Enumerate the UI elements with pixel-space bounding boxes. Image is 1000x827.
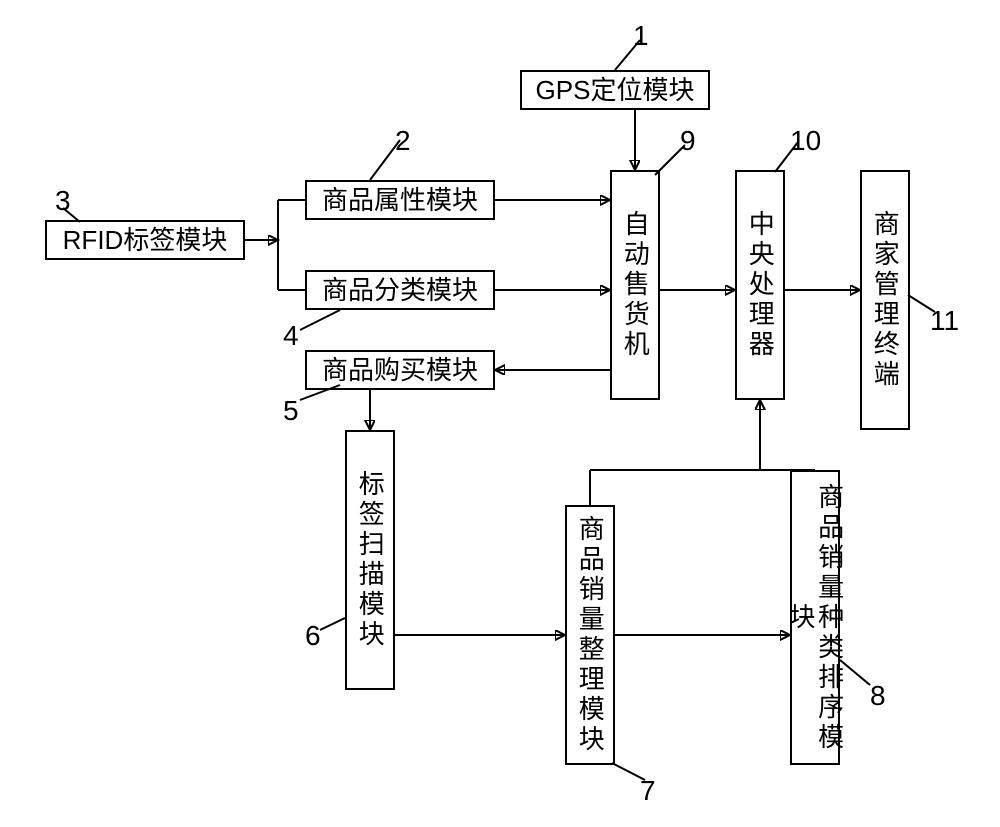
box-attr: 商品属性模块 xyxy=(305,180,495,220)
label-1: 1 xyxy=(633,20,649,52)
box-merchant: 商家管理终端 xyxy=(860,170,910,430)
box-scan: 标签扫描模块 xyxy=(345,430,395,690)
connections xyxy=(0,0,1000,827)
box-sales: 商品销量整理模块 xyxy=(565,505,615,765)
box-sort: 商品销量种类排序模块 xyxy=(790,470,840,765)
label-9: 9 xyxy=(680,125,696,157)
box-purchase: 商品购买模块 xyxy=(305,350,495,390)
label-6: 6 xyxy=(305,620,321,652)
label-8: 8 xyxy=(870,680,886,712)
box-classify: 商品分类模块 xyxy=(305,270,495,310)
label-2: 2 xyxy=(395,125,411,157)
label-5: 5 xyxy=(283,395,299,427)
label-3: 3 xyxy=(55,185,71,217)
box-vend: 自动售货机 xyxy=(610,170,660,400)
label-7: 7 xyxy=(640,775,656,807)
box-cpu: 中央处理器 xyxy=(735,170,785,400)
label-4: 4 xyxy=(283,320,299,352)
label-10: 10 xyxy=(790,125,821,157)
box-gps: GPS定位模块 xyxy=(520,70,710,110)
box-rfid: RFID标签模块 xyxy=(45,220,245,260)
label-11: 11 xyxy=(930,305,959,337)
